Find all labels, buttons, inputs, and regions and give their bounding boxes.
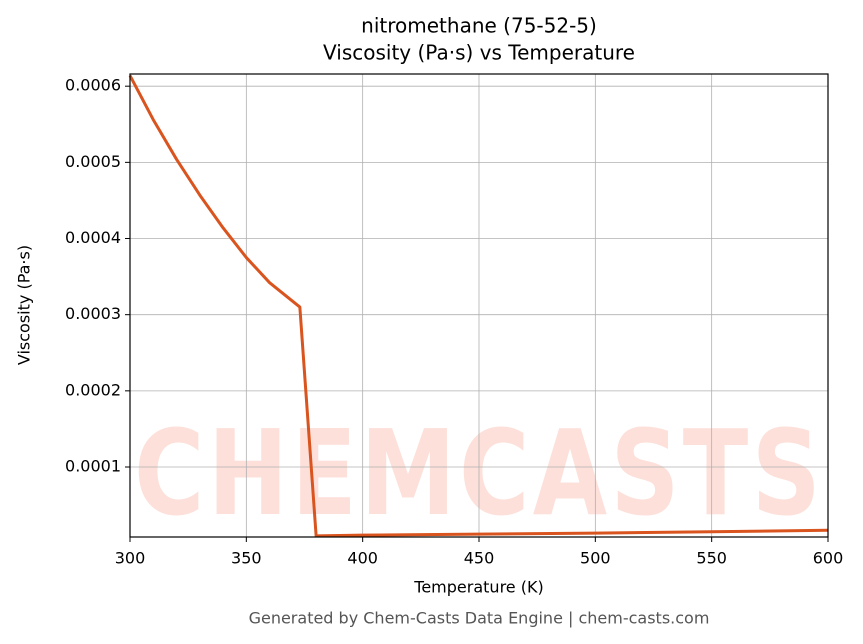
x-tick-label: 300 — [115, 549, 146, 568]
y-tick-label: 0.0004 — [65, 228, 121, 247]
x-tick-label: 400 — [347, 549, 378, 568]
y-tick-label: 0.0005 — [65, 152, 121, 171]
y-tick-label: 0.0002 — [65, 380, 121, 399]
chart-title: nitromethane (75-52-5) — [361, 14, 597, 38]
x-tick-label: 350 — [231, 549, 262, 568]
x-tick-label: 450 — [464, 549, 495, 568]
y-tick-label: 0.0003 — [65, 304, 121, 323]
footer: Generated by Chem-Casts Data Engine | ch… — [249, 609, 710, 628]
x-axis-label: Temperature (K) — [413, 578, 543, 597]
y-tick-label: 0.0006 — [65, 76, 121, 95]
y-axis-label: Viscosity (Pa·s) — [15, 245, 34, 365]
watermark: CHEMCASTS — [134, 404, 824, 542]
y-tick-label: 0.0001 — [65, 457, 121, 476]
x-tick-label: 550 — [696, 549, 727, 568]
data-line — [128, 74, 829, 538]
x-tick-label: 500 — [580, 549, 611, 568]
plot-frame — [129, 73, 829, 538]
chart-subtitle: Viscosity (Pa·s) vs Temperature — [323, 41, 635, 65]
x-tick-label: 600 — [813, 549, 844, 568]
